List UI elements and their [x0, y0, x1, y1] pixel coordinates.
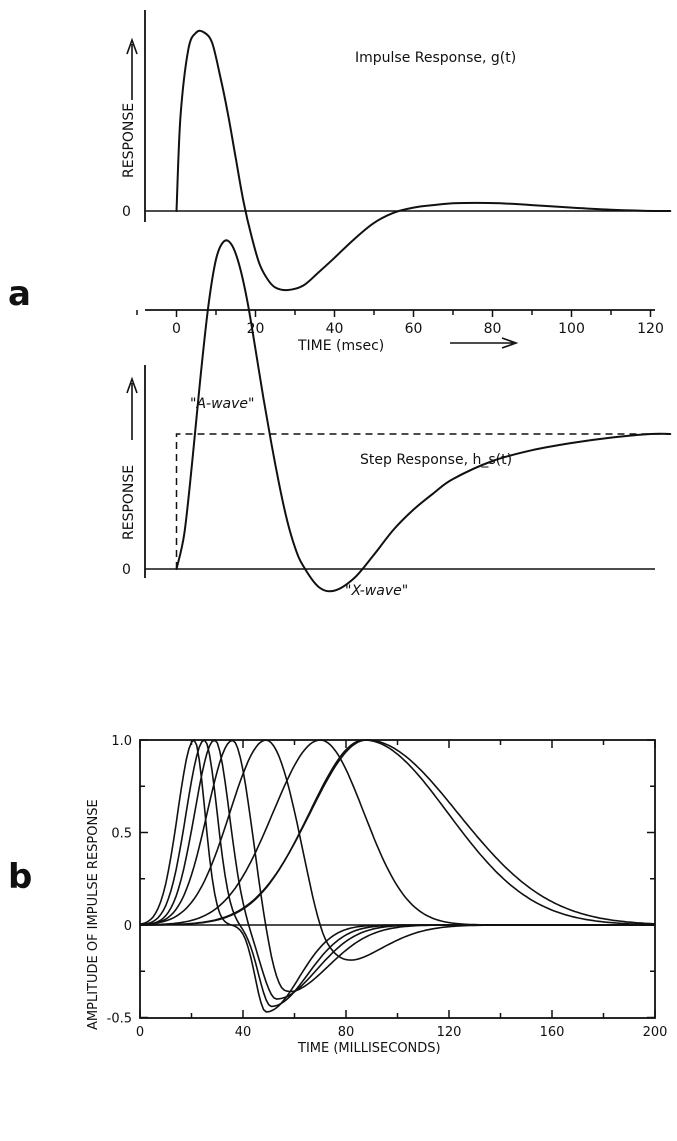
impulse-time-axis: 0 20 40 60 80 100 120 TIME (msec): [136, 309, 664, 354]
impulse-x-ticks: 0 20 40 60 80 100 120: [136, 310, 664, 337]
panel-b-label: b: [8, 857, 32, 897]
family-curve-8: [140, 739, 656, 926]
step-zero-label: 0: [122, 562, 131, 578]
impulse-zero-label: 0: [122, 204, 131, 220]
impulse-x-tick-label: 120: [637, 321, 664, 337]
family-plot: 0 40 80 120 160 200 1.0 0.5 0 -0.5 AMPLITUDE OF I…: [86, 734, 667, 1056]
family-x-tick-label: 40: [235, 1025, 252, 1040]
impulse-x-tick-label: 100: [558, 321, 585, 337]
impulse-x-tick-label: 40: [326, 321, 344, 337]
step-y-arrow: [126, 376, 138, 440]
family-curve-3: [139, 738, 655, 1000]
family-curves: [139, 738, 656, 1013]
panel-a-label: a: [8, 274, 31, 314]
impulse-x-tick-label: 60: [405, 321, 423, 337]
family-y-tick-label: -0.5: [107, 1012, 132, 1027]
family-y-tick-label: 0.5: [111, 827, 132, 842]
family-curve-2: [139, 738, 655, 1008]
family-x-tick-label: 80: [338, 1025, 355, 1040]
family-ticks: 0 40 80 120 160 200 1.0 0.5 0 -0.5: [107, 734, 668, 1040]
impulse-x-arrow: [450, 337, 519, 349]
impulse-annotation: Impulse Response, g(t): [355, 50, 516, 66]
family-frame: [139, 739, 656, 1019]
family-curve-1: [139, 738, 655, 1013]
impulse-x-tick-label: 0: [172, 321, 181, 337]
impulse-x-tick-label: 80: [484, 321, 502, 337]
family-x-tick-label: 160: [540, 1025, 565, 1040]
family-x-tick-label: 120: [437, 1025, 462, 1040]
step-input-dashed: [175, 433, 671, 569]
step-plot: RESPONSE 0 Step Response, h_s(t) "A-wave…: [121, 239, 672, 599]
step-annotation: Step Response, h_s(t): [360, 452, 512, 468]
family-ylabel: AMPLITUDE OF IMPULSE RESPONSE: [86, 799, 101, 1030]
impulse-x-tick-label: 20: [247, 321, 265, 337]
impulse-ylabel: RESPONSE: [121, 103, 137, 178]
impulse-plot: RESPONSE 0 Impulse Response, g(t): [121, 10, 672, 292]
a-wave-label: "A-wave": [190, 396, 254, 412]
impulse-y-arrow: [126, 37, 138, 100]
impulse-xlabel: TIME (msec): [297, 338, 384, 354]
step-ylabel: RESPONSE: [121, 465, 137, 540]
family-curve-6: [139, 739, 655, 926]
family-xlabel: TIME (MILLISECONDS): [297, 1041, 441, 1056]
family-curve-7: [140, 739, 656, 926]
step-response-curve: [175, 239, 672, 593]
family-curve-4: [139, 739, 655, 993]
family-x-tick-label: 200: [643, 1025, 668, 1040]
family-y-tick-label: 1.0: [111, 734, 132, 749]
impulse-curve: [175, 29, 672, 292]
family-y-tick-label: 0: [124, 919, 132, 934]
family-x-tick-label: 0: [136, 1025, 144, 1040]
x-wave-label: "X-wave": [345, 583, 408, 599]
